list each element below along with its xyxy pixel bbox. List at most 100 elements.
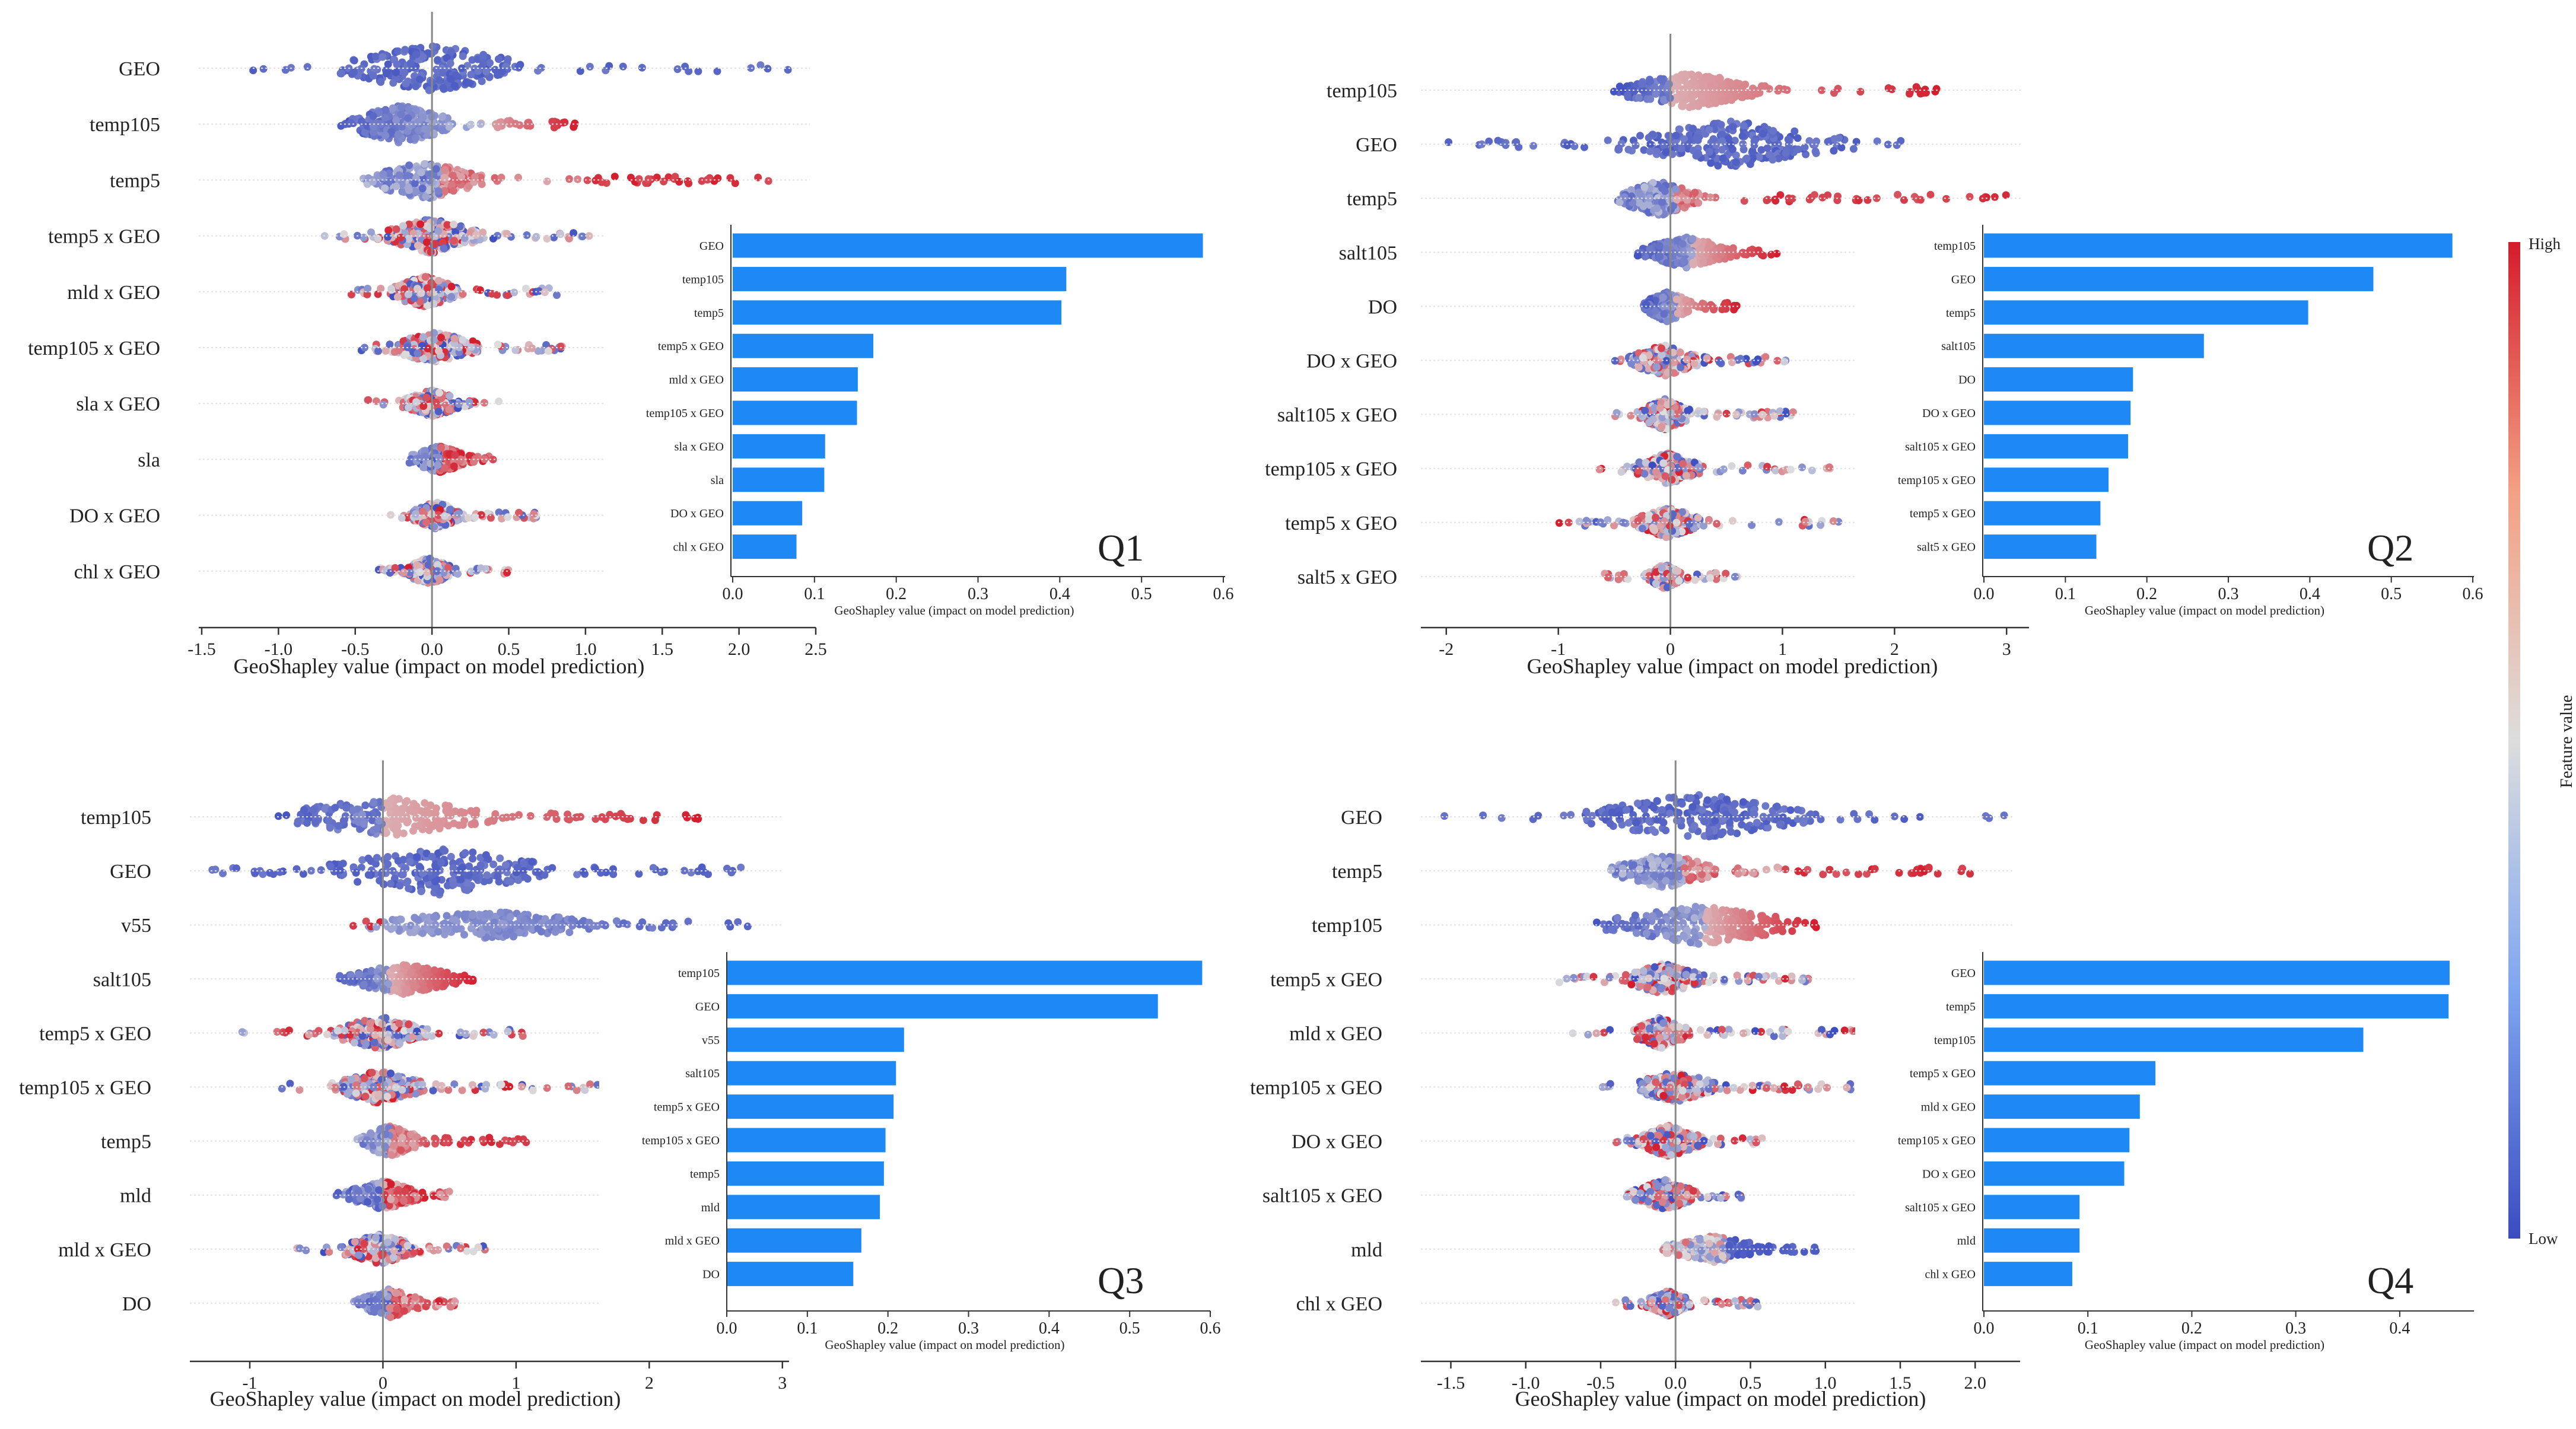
swarm-point: [597, 178, 606, 186]
swarm-point: [405, 161, 414, 170]
swarm-point: [1793, 134, 1802, 142]
panel-label-q1: Q1: [1098, 527, 1144, 569]
swarm-point: [402, 350, 410, 358]
swarm-point: [434, 56, 442, 64]
swarm-point: [1763, 144, 1772, 152]
swarm-point: [1699, 257, 1707, 266]
swarm-point: [419, 508, 427, 515]
swarm-point: [1615, 145, 1623, 154]
swarm-point: [610, 173, 619, 181]
swarm-point: [1640, 183, 1649, 191]
swarm-point: [474, 67, 482, 75]
swarm-point: [1661, 472, 1669, 480]
swarm-point: [400, 568, 408, 577]
swarm-point: [472, 231, 481, 239]
swarm-point: [411, 187, 419, 196]
bar-x-tick-label: 0.5: [1131, 585, 1152, 603]
swarm-point: [1705, 241, 1713, 250]
swarm-point: [449, 187, 457, 195]
x-tick-label: 2.5: [804, 639, 827, 659]
swarm-point: [418, 342, 426, 350]
swarm-point: [1863, 196, 1872, 204]
swarm-point: [1726, 78, 1734, 87]
swarm-point: [432, 165, 440, 173]
swarm-point: [471, 513, 479, 521]
swarm-point: [369, 178, 377, 186]
swarm-point: [1673, 195, 1681, 203]
swarm-point: [419, 53, 427, 61]
swarm-point: [1570, 142, 1579, 150]
swarm-point: [459, 336, 467, 344]
swarm-point: [1610, 87, 1618, 96]
swarm-point: [422, 518, 430, 527]
swarm-point: [427, 248, 435, 256]
swarm-point: [673, 65, 682, 74]
swarm-point: [416, 297, 424, 305]
swarm-point: [1690, 74, 1699, 81]
swarm-point: [444, 564, 452, 572]
swarm-point: [1780, 358, 1788, 366]
swarm-point: [731, 179, 739, 187]
swarm-point: [1761, 353, 1770, 361]
swarm-point: [1652, 90, 1660, 98]
swarm-point: [764, 65, 772, 73]
swarm-point: [1683, 355, 1691, 364]
swarm-point: [395, 171, 403, 179]
swarm-point: [1694, 463, 1703, 472]
swarm-point: [1990, 193, 1999, 201]
swarm-point: [1658, 344, 1665, 352]
swarm-point: [638, 63, 646, 72]
swarm-point: [1694, 199, 1703, 207]
swarm-point: [465, 398, 473, 406]
swarm-point: [1677, 144, 1685, 152]
bar-x-axis-title: GeoShapley value (impact on model predic…: [834, 603, 1074, 618]
swarm-point: [419, 333, 427, 341]
swarm-point: [446, 59, 454, 68]
swarm-point: [1623, 463, 1632, 470]
swarm-point: [438, 126, 447, 135]
swarm-point: [340, 230, 348, 238]
swarm-point: [1529, 142, 1537, 150]
swarm-point: [404, 290, 412, 298]
swarm-point: [411, 179, 419, 187]
swarm-point: [418, 184, 427, 193]
swarm-point: [1658, 423, 1666, 431]
swarm-point: [367, 228, 375, 237]
swarm-point: [1750, 141, 1758, 149]
swarm-point: [1770, 412, 1779, 420]
swarm-point: [1678, 240, 1687, 248]
swarm-point: [1703, 354, 1711, 362]
swarm-point: [350, 56, 358, 65]
swarm-point: [451, 451, 459, 459]
importance-bar: [733, 501, 803, 526]
swarm-point: [1680, 257, 1688, 265]
swarm-point: [392, 225, 400, 233]
swarm-point: [434, 461, 442, 469]
swarm-point: [385, 169, 393, 177]
swarm-point: [412, 50, 421, 59]
swarm-point: [427, 460, 435, 467]
swarm-point: [1725, 246, 1734, 254]
swarm-point: [1617, 468, 1626, 476]
swarm-point: [417, 168, 425, 177]
swarm-point: [1738, 132, 1747, 140]
swarm-point: [424, 284, 431, 292]
swarm-point: [1784, 135, 1792, 144]
swarm-point: [435, 389, 443, 397]
swarm-point: [384, 178, 393, 186]
swarm-point: [384, 226, 393, 234]
swarm-point: [1966, 193, 1974, 201]
x-tick-label: -1.5: [187, 639, 216, 659]
swarm-point: [1563, 141, 1572, 149]
swarm-point: [397, 123, 406, 131]
swarm-point: [1794, 145, 1802, 154]
swarm-point: [1729, 123, 1737, 131]
swarm-point: [535, 287, 543, 295]
swarm-point: [756, 61, 765, 69]
swarm-point: [747, 64, 755, 72]
swarm-point: [764, 177, 772, 185]
swarm-point: [370, 65, 379, 73]
swarm-point: [259, 65, 268, 73]
swarm-point: [1771, 195, 1779, 203]
swarm-point: [410, 294, 418, 303]
